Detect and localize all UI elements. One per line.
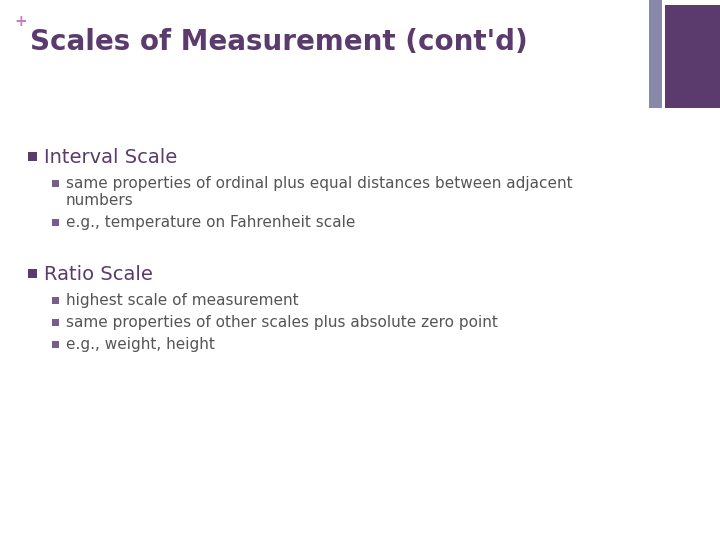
Bar	[52, 219, 59, 226]
Bar	[52, 341, 59, 348]
Bar	[28, 152, 37, 161]
Text: e.g., weight, height: e.g., weight, height	[66, 337, 215, 352]
Bar	[28, 269, 37, 278]
Text: same properties of other scales plus absolute zero point: same properties of other scales plus abs…	[66, 315, 498, 330]
Text: highest scale of measurement: highest scale of measurement	[66, 293, 299, 308]
Text: numbers: numbers	[66, 193, 134, 208]
Bar	[665, 5, 720, 108]
Bar	[649, 0, 662, 108]
Text: same properties of ordinal plus equal distances between adjacent: same properties of ordinal plus equal di…	[66, 176, 572, 191]
Text: +: +	[14, 14, 27, 29]
Text: Ratio Scale: Ratio Scale	[44, 265, 153, 284]
Text: Scales of Measurement (cont'd): Scales of Measurement (cont'd)	[30, 28, 528, 56]
Text: Interval Scale: Interval Scale	[44, 148, 177, 167]
Text: e.g., temperature on Fahrenheit scale: e.g., temperature on Fahrenheit scale	[66, 215, 356, 230]
Bar	[52, 180, 59, 187]
Bar	[52, 319, 59, 326]
Bar	[52, 297, 59, 304]
